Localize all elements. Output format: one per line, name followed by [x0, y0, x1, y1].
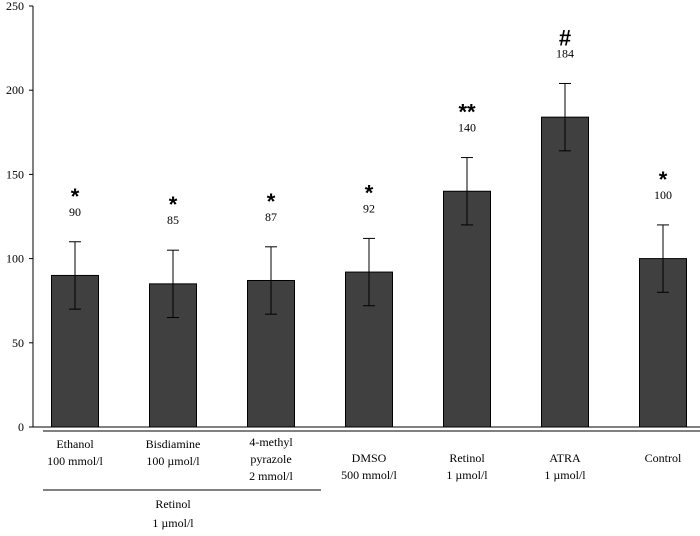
data-label: 87	[265, 210, 277, 224]
significance-marker: #	[559, 25, 571, 50]
data-label: 90	[69, 205, 81, 219]
y-tick-label: 250	[6, 0, 24, 13]
x-tick-label: 1 µmol/l	[446, 468, 488, 482]
x-tick-label: 4-methyl	[249, 435, 293, 449]
x-tick-label: DMSO	[352, 451, 387, 465]
significance-marker: *	[267, 189, 276, 214]
x-tick-label: 100 mmol/l	[47, 454, 103, 468]
significance-marker: *	[71, 184, 80, 209]
bars	[51, 82, 687, 428]
data-label: 140	[458, 121, 476, 135]
significance-marker: *	[169, 192, 178, 217]
bar	[443, 190, 491, 428]
data-label: 85	[167, 213, 179, 227]
data-label: 92	[363, 201, 375, 215]
x-tick-label: Bisdiamine	[146, 437, 201, 451]
x-tick-label: 1 µmol/l	[544, 468, 586, 482]
x-tick-label: 100 µmol/l	[146, 454, 200, 468]
significance-marker: *	[659, 167, 668, 192]
data-label: 184	[556, 46, 574, 60]
bar	[541, 116, 589, 428]
data-label: 100	[654, 188, 672, 202]
x-tick-label: Retinol	[449, 451, 485, 465]
y-tick-label: 50	[12, 336, 24, 350]
x-tick-label: 2 mmol/l	[249, 469, 293, 483]
y-tick-label: 0	[18, 420, 24, 434]
y-tick-label: 100	[6, 252, 24, 266]
axes: 0 50 100 150 200 250	[6, 0, 700, 434]
significance-marker: **	[458, 100, 476, 125]
x-tick-label: Control	[645, 451, 682, 465]
x-tick-label: pyrazole	[250, 452, 291, 466]
group-label: 1 µmol/l	[152, 516, 194, 530]
x-tick-label: Ethanol	[56, 437, 94, 451]
significance-marker: *	[365, 180, 374, 205]
y-tick-label: 150	[6, 167, 24, 181]
group-label: Retinol	[155, 497, 191, 511]
x-tick-label: 500 mmol/l	[341, 468, 397, 482]
x-tick-label: ATRA	[549, 451, 581, 465]
y-tick-label: 200	[6, 83, 24, 97]
